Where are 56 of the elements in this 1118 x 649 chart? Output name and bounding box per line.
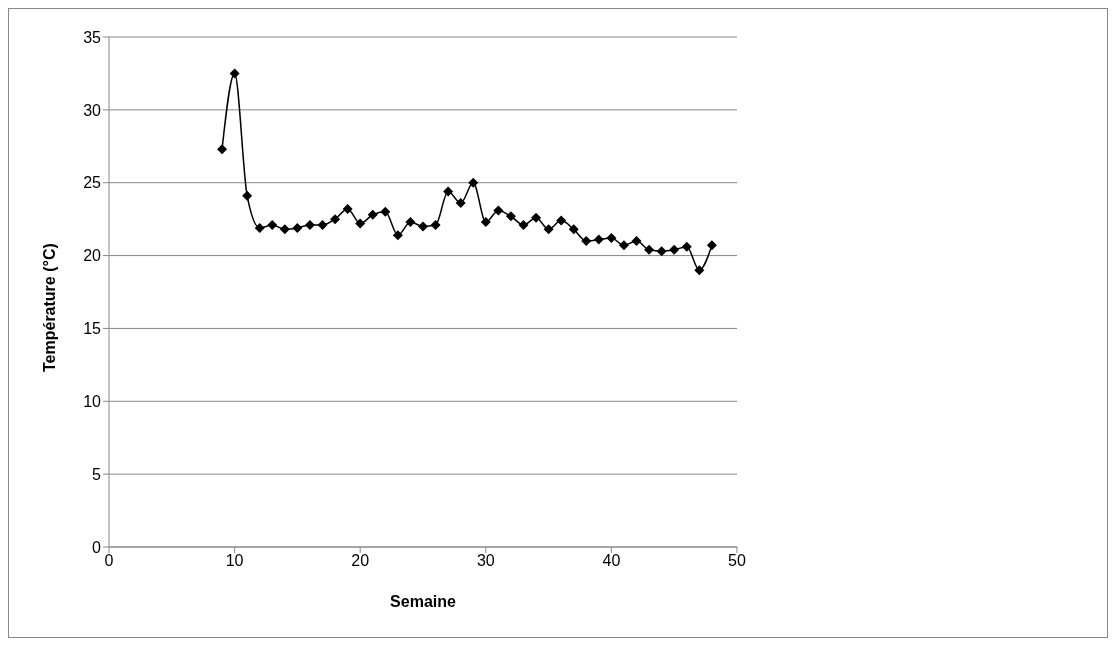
- y-tick-label: 30: [83, 101, 102, 119]
- point: [543, 224, 554, 235]
- y-tick-label: 15: [83, 320, 102, 338]
- point: [706, 240, 717, 251]
- y-tick-label: 5: [92, 465, 102, 483]
- point: [342, 203, 353, 214]
- point: [618, 240, 629, 251]
- point: [531, 212, 542, 223]
- point: [229, 68, 240, 79]
- point: [581, 236, 592, 246]
- y-tick-label: 25: [83, 174, 102, 192]
- point: [518, 219, 529, 230]
- y-tick-label: 20: [83, 247, 102, 265]
- x-tick-label: 30: [476, 552, 495, 570]
- point: [468, 177, 479, 188]
- point: [505, 211, 516, 222]
- point: [493, 205, 504, 216]
- point: [681, 241, 692, 252]
- point: [292, 222, 303, 233]
- point: [606, 233, 617, 244]
- point: [644, 244, 655, 255]
- x-tick-label: 40: [602, 552, 621, 570]
- point: [279, 224, 290, 235]
- point: [480, 217, 491, 228]
- point: [355, 218, 366, 229]
- y-tick-label: 10: [83, 392, 102, 410]
- x-tick-label: 0: [104, 552, 114, 570]
- y-tick-label: 35: [83, 28, 102, 46]
- point: [330, 214, 341, 225]
- y-axis-title: Température (°C): [40, 243, 58, 372]
- point: [669, 244, 680, 255]
- x-tick-label: 10: [225, 552, 244, 570]
- point: [593, 234, 604, 245]
- point: [631, 236, 642, 246]
- point: [254, 222, 265, 233]
- point: [418, 221, 428, 232]
- point: [443, 186, 454, 197]
- point: [304, 219, 315, 230]
- point: [380, 206, 391, 217]
- point: [405, 217, 416, 228]
- point: [694, 265, 705, 276]
- point: [430, 219, 441, 230]
- point: [317, 219, 328, 230]
- point: [367, 209, 378, 220]
- point: [267, 219, 278, 230]
- x-axis-title: Semaine: [390, 593, 457, 610]
- y-tick-label: 0: [92, 538, 102, 556]
- x-tick-label: 20: [351, 552, 370, 570]
- point: [568, 224, 579, 235]
- point: [217, 144, 228, 155]
- point: [392, 230, 403, 241]
- point: [242, 190, 253, 201]
- x-tick-label: 50: [728, 552, 746, 570]
- point: [656, 246, 667, 257]
- point: [556, 215, 567, 226]
- point: [455, 198, 466, 209]
